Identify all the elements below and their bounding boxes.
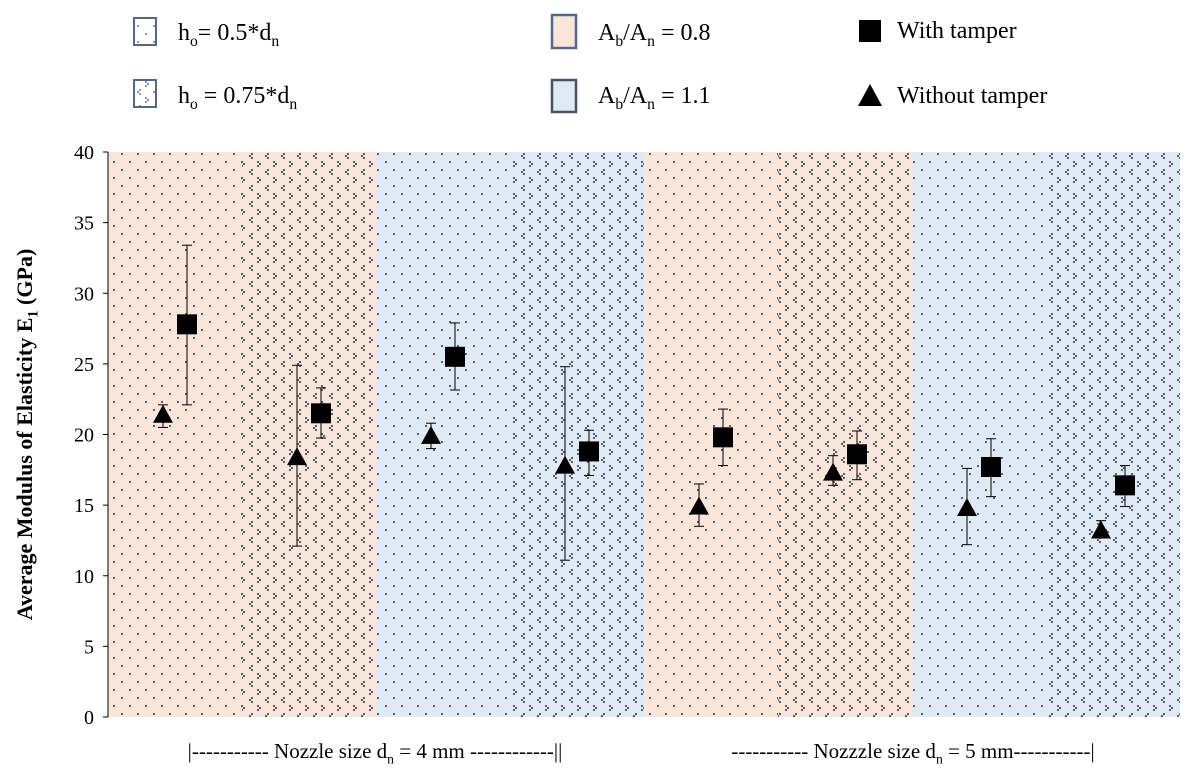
y-axis-label: Average Modulus of Elasticity E1 (GPa) bbox=[12, 249, 42, 621]
without-tamper-point bbox=[555, 366, 575, 561]
legend-label-with-tamper: With tamper bbox=[897, 18, 1017, 44]
square-marker bbox=[847, 444, 867, 465]
band-pattern bbox=[644, 152, 778, 717]
triangle-marker bbox=[689, 496, 709, 515]
triangle-marker bbox=[555, 455, 575, 474]
group-label: ----------- Nozzzle size dn = 5 mm------… bbox=[731, 739, 1094, 766]
y-tick-label: 40 bbox=[74, 142, 94, 164]
legend-swatch-ratio-0.8 bbox=[550, 13, 578, 50]
triangle-marker bbox=[287, 447, 307, 466]
with-tamper-point bbox=[713, 408, 733, 467]
y-tick-label: 0 bbox=[84, 707, 94, 729]
with-tamper-point bbox=[177, 244, 197, 406]
triangle-marker bbox=[421, 425, 441, 444]
without-tamper-point bbox=[689, 483, 709, 527]
legend-swatch-ratio-1.1 bbox=[550, 78, 578, 114]
legend-triangle-icon bbox=[858, 84, 882, 106]
y-tick-label: 20 bbox=[74, 425, 94, 447]
legend-square-icon bbox=[859, 20, 881, 42]
legend-label-ho-0.5: ho= 0.5*dn bbox=[178, 20, 279, 50]
with-tamper-point bbox=[311, 387, 331, 439]
triangle-marker bbox=[957, 497, 977, 516]
band-pattern bbox=[510, 152, 644, 717]
band-pattern bbox=[242, 152, 376, 717]
without-tamper-point bbox=[957, 467, 977, 546]
band-pattern bbox=[912, 152, 1046, 717]
legend-label-without-tamper: Without tamper bbox=[897, 83, 1047, 109]
without-tamper-point bbox=[287, 364, 307, 547]
band-pattern bbox=[1046, 152, 1180, 717]
y-tick-label: 15 bbox=[74, 495, 94, 517]
y-tick-label: 5 bbox=[84, 636, 94, 658]
square-marker bbox=[1115, 475, 1135, 496]
square-marker bbox=[981, 456, 1001, 477]
group-label: |----------- Nozzle size dn = 4 mm -----… bbox=[188, 739, 563, 766]
band-pattern bbox=[376, 152, 510, 717]
with-tamper-point bbox=[847, 430, 867, 481]
legend-label-ratio-1.1: Ab/An = 1.1 bbox=[598, 83, 710, 113]
y-tick-label: 25 bbox=[74, 354, 94, 376]
band-pattern bbox=[778, 152, 912, 717]
triangle-marker bbox=[823, 462, 843, 481]
square-marker bbox=[311, 403, 331, 424]
legend-swatch-pattern bbox=[134, 80, 156, 107]
without-tamper-point bbox=[823, 455, 843, 486]
square-marker bbox=[579, 441, 599, 462]
square-marker bbox=[177, 314, 197, 335]
with-tamper-point bbox=[579, 429, 599, 476]
legend-label-ratio-0.8: Ab/An = 0.8 bbox=[598, 20, 710, 50]
without-tamper-point bbox=[1091, 520, 1111, 539]
with-tamper-point bbox=[981, 438, 1001, 498]
square-marker bbox=[445, 346, 465, 367]
legend-swatch-pattern bbox=[134, 18, 156, 45]
y-tick-label: 35 bbox=[74, 213, 94, 235]
triangle-marker bbox=[153, 404, 173, 423]
square-marker bbox=[713, 427, 733, 448]
legend-label-ho-0.75: ho = 0.75*dn bbox=[178, 83, 297, 113]
band-pattern bbox=[108, 152, 242, 717]
without-tamper-point bbox=[421, 422, 441, 450]
with-tamper-point bbox=[1115, 465, 1135, 508]
triangle-marker bbox=[1091, 520, 1111, 539]
y-tick-label: 10 bbox=[74, 566, 94, 588]
with-tamper-point bbox=[445, 322, 465, 391]
without-tamper-point bbox=[153, 404, 173, 428]
y-tick-label: 30 bbox=[74, 283, 94, 305]
